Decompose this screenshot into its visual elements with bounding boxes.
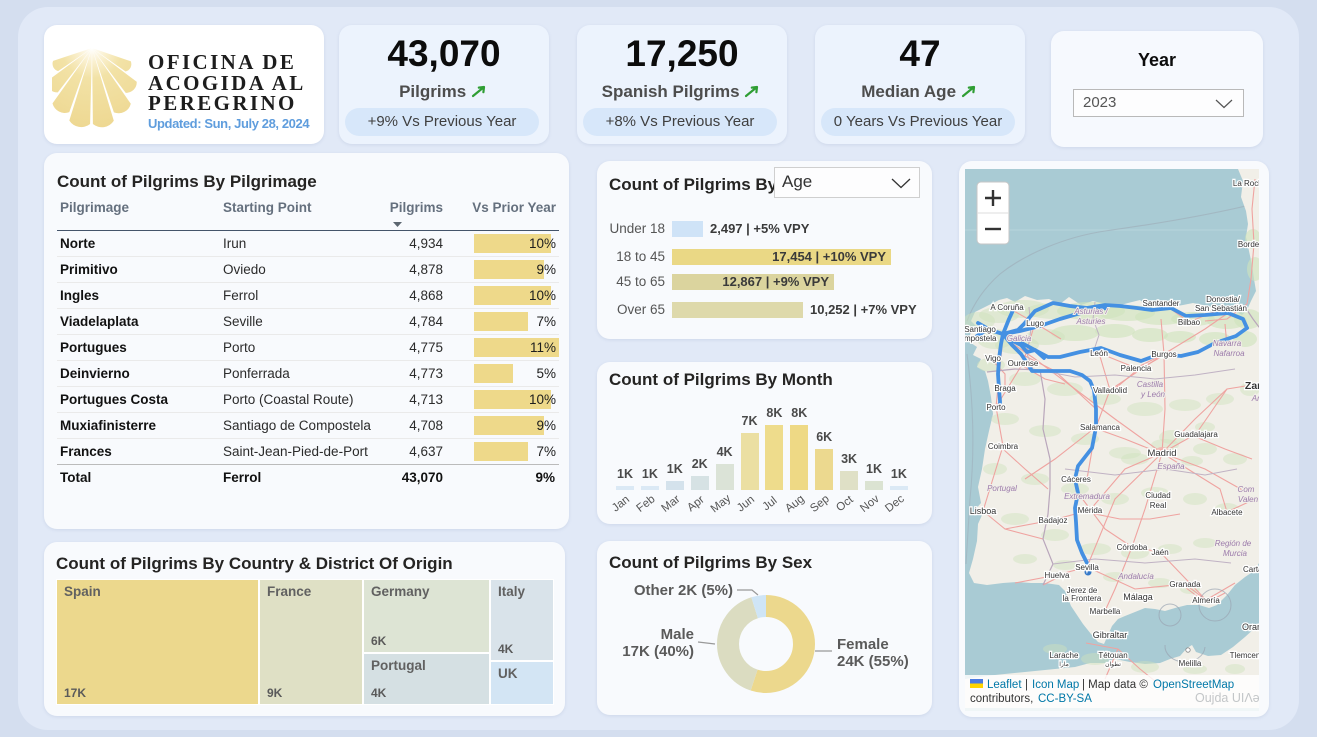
svg-text:Other 2K (5%): Other 2K (5%): [634, 582, 733, 599]
svg-text:Asturias /: Asturias /: [1073, 307, 1108, 316]
svg-text:Asturies: Asturies: [1076, 317, 1106, 326]
svg-text:Marbella: Marbella: [1090, 607, 1121, 616]
svg-text:la Frontera: la Frontera: [1063, 594, 1102, 603]
svg-text:y León: y León: [1140, 390, 1166, 399]
svg-text:Córdoba: Córdoba: [1117, 543, 1148, 552]
svg-text:Palencia: Palencia: [1121, 364, 1152, 373]
svg-text:Región de: Región de: [1215, 539, 1252, 548]
svg-text:Salamanca: Salamanca: [1080, 423, 1121, 432]
svg-text:Almería: Almería: [1192, 596, 1220, 605]
svg-text:Oran: Oran: [1242, 622, 1259, 632]
svg-text:Sevilla: Sevilla: [1075, 563, 1099, 572]
svg-text:Jaén: Jaén: [1151, 548, 1168, 557]
svg-text:Castilla: Castilla: [1137, 380, 1164, 389]
svg-text:Andalucía: Andalucía: [1117, 572, 1154, 581]
svg-text:Málaga: Málaga: [1123, 592, 1153, 602]
svg-text:Melilla: Melilla: [1179, 659, 1202, 668]
svg-text:Com: Com: [1238, 485, 1255, 494]
svg-text:Larache: Larache: [1050, 651, 1079, 660]
svg-text:Tétouan: Tétouan: [1098, 651, 1127, 660]
svg-text:San Sebastián: San Sebastián: [1195, 304, 1247, 313]
svg-text:Guadalajara: Guadalajara: [1174, 430, 1218, 439]
svg-text:ompostela: ompostela: [965, 334, 997, 343]
svg-text:OpenStreetMap: OpenStreetMap: [1153, 679, 1234, 691]
svg-text:Santiago: Santiago: [965, 325, 996, 334]
svg-text:Ciudad: Ciudad: [1145, 491, 1170, 500]
svg-text:Santander: Santander: [1143, 299, 1180, 308]
svg-text:Braga: Braga: [994, 384, 1016, 393]
svg-text:Jerez de: Jerez de: [1067, 586, 1098, 595]
svg-text:Portugal: Portugal: [987, 484, 1017, 493]
svg-text:Vigo: Vigo: [985, 354, 1001, 363]
svg-text:A Coruña: A Coruña: [990, 303, 1024, 312]
svg-text:Nafarroa: Nafarroa: [1213, 349, 1245, 358]
svg-text:24K (55%): 24K (55%): [837, 653, 909, 670]
svg-text:Porto: Porto: [986, 403, 1006, 412]
svg-text:Female: Female: [837, 636, 889, 653]
svg-text:مارا: مارا: [1059, 661, 1069, 668]
svg-text:Navarra: Navarra: [1213, 339, 1242, 348]
svg-text:Gibraltar: Gibraltar: [1093, 630, 1128, 640]
svg-text:Madrid: Madrid: [1147, 448, 1176, 459]
svg-text:Ara: Ara: [1251, 394, 1259, 403]
svg-text:Valladolid: Valladolid: [1093, 386, 1127, 395]
svg-text:Badajoz: Badajoz: [1039, 516, 1068, 525]
svg-text:Ourense: Ourense: [1008, 359, 1039, 368]
svg-text:Real: Real: [1150, 501, 1167, 510]
svg-text:Galicia: Galicia: [1007, 334, 1032, 343]
svg-text:|: |: [1025, 679, 1028, 691]
svg-text:Granada: Granada: [1169, 580, 1201, 589]
svg-text:Coimbra: Coimbra: [988, 442, 1019, 451]
svg-text:Valen: Valen: [1238, 495, 1259, 504]
svg-text:Lugo: Lugo: [1026, 319, 1044, 328]
svg-text:Albacete: Albacete: [1211, 508, 1243, 517]
svg-text:Icon Map: Icon Map: [1032, 679, 1079, 691]
svg-text:Burgos: Burgos: [1151, 350, 1176, 359]
svg-text:contributors,: contributors,: [970, 693, 1033, 705]
svg-text:Leaflet: Leaflet: [987, 679, 1022, 691]
svg-text:Donostia/: Donostia/: [1206, 295, 1241, 304]
svg-text:CC-BY-SA: CC-BY-SA: [1038, 693, 1092, 705]
svg-text:León: León: [1090, 349, 1108, 358]
svg-text:Extremadura: Extremadura: [1064, 492, 1110, 501]
svg-text:Bilbao: Bilbao: [1178, 318, 1201, 327]
svg-text:Lisboa: Lisboa: [970, 506, 997, 516]
svg-text:Oujda UIΛə: Oujda UIΛə: [1195, 691, 1259, 705]
svg-text:| Map data ©: | Map data ©: [1082, 679, 1148, 691]
svg-text:Murcia: Murcia: [1223, 549, 1248, 558]
svg-text:Mérida: Mérida: [1078, 506, 1103, 515]
svg-text:La Roche: La Roche: [1233, 179, 1259, 188]
svg-text:Huelva: Huelva: [1045, 571, 1070, 580]
svg-text:Zara: Zara: [1245, 380, 1259, 392]
svg-text:Cáceres: Cáceres: [1061, 475, 1091, 484]
svg-text:تطوان: تطوان: [1105, 661, 1121, 668]
svg-text:Male: Male: [661, 626, 694, 643]
svg-text:España: España: [1157, 462, 1185, 471]
svg-text:Bordeau: Bordeau: [1238, 240, 1259, 249]
svg-text:Tlemcen: Tlemcen: [1230, 651, 1259, 660]
svg-text:17K (40%): 17K (40%): [622, 643, 694, 660]
svg-text:Cartag: Cartag: [1243, 565, 1259, 574]
